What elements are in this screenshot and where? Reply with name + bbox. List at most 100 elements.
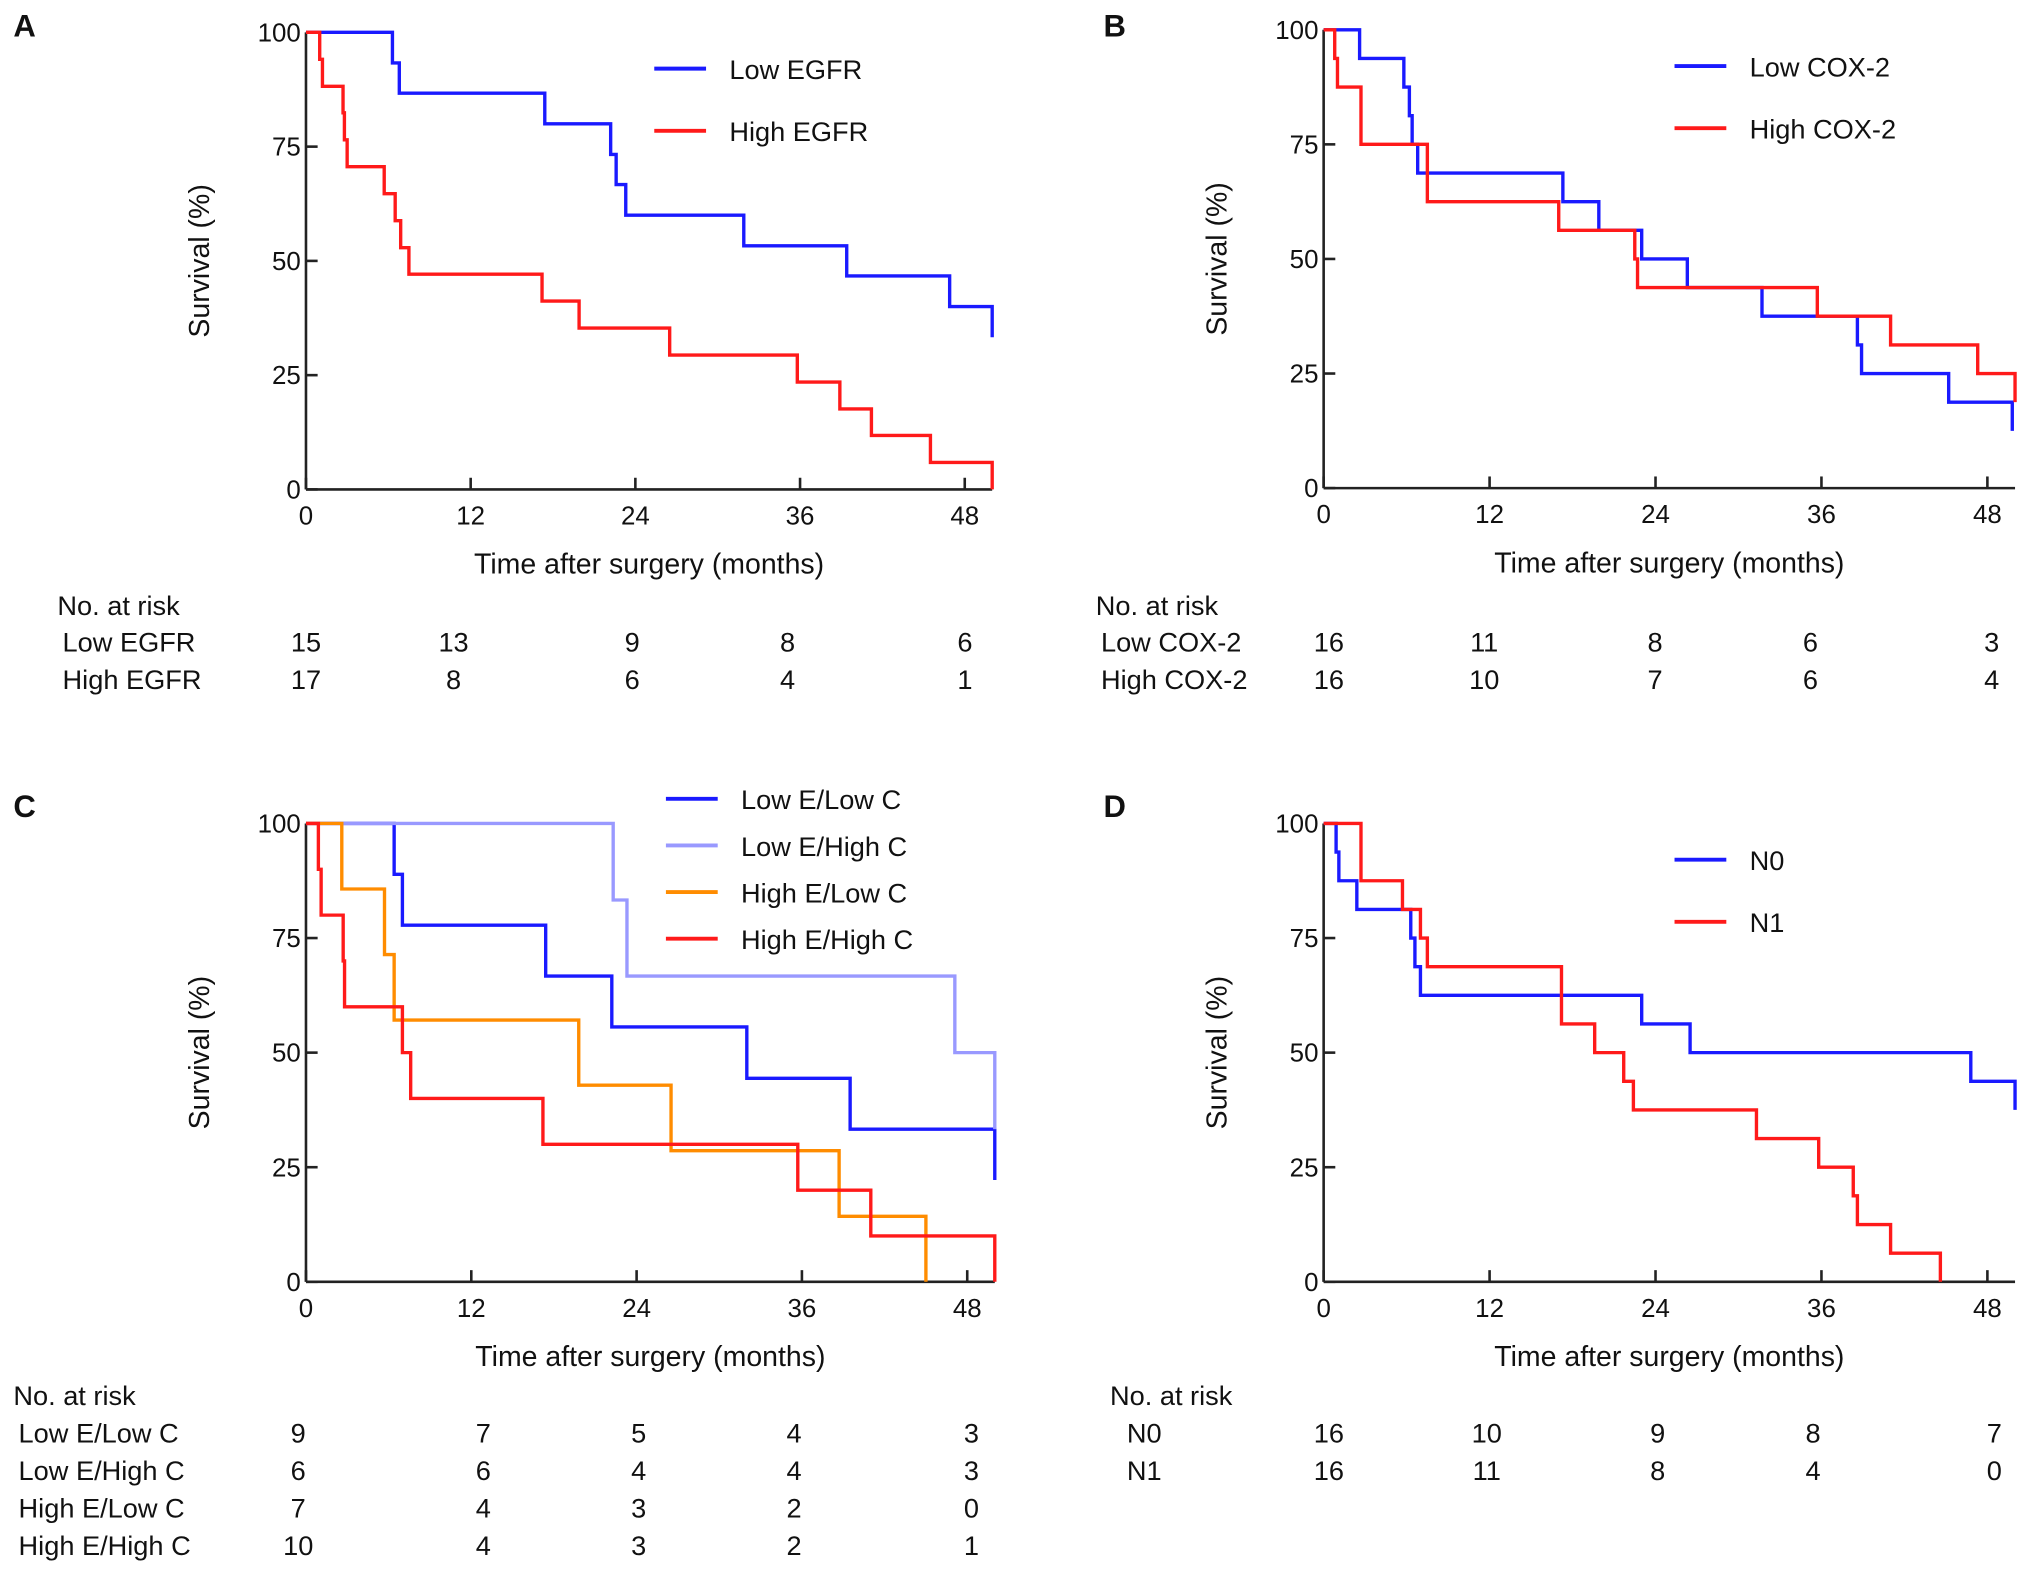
y-axis-title: Survival (%)	[1202, 182, 1234, 335]
y-tick-label: 25	[272, 362, 301, 390]
x-tick-label: 0	[1316, 1295, 1330, 1323]
risk-value: 16	[1314, 1455, 1344, 1486]
legend-label: High COX-2	[1750, 114, 1896, 145]
risk-value: 3	[631, 1530, 646, 1561]
x-tick-label: 48	[950, 502, 979, 530]
risk-value: 16	[1314, 664, 1344, 695]
risk-value: 7	[1648, 664, 1663, 695]
x-tick-label: 24	[1641, 501, 1670, 529]
series-line-low-cox-2	[1323, 28, 2014, 431]
risk-value: 10	[1469, 664, 1499, 695]
series-line-n1	[1323, 821, 1943, 1282]
y-tick-label: 0	[1304, 475, 1318, 503]
y-tick-label: 100	[1275, 811, 1318, 839]
risk-value: 2	[787, 1492, 802, 1523]
y-axis-title: Survival (%)	[184, 184, 216, 337]
series-line-high-egfr	[305, 30, 994, 490]
legend-label: Low COX-2	[1750, 51, 1890, 82]
risk-value: 4	[476, 1492, 491, 1523]
risk-value: 0	[1987, 1455, 2002, 1486]
risk-value: 6	[291, 1455, 306, 1486]
x-tick-label: 48	[1973, 1295, 2002, 1323]
y-tick-label: 25	[1290, 361, 1319, 389]
risk-value: 4	[787, 1417, 802, 1448]
y-tick-label: 75	[1290, 925, 1319, 953]
risk-value: 4	[631, 1455, 646, 1486]
x-axis-title: Time after surgery (months)	[474, 549, 824, 581]
y-tick-label: 50	[272, 248, 301, 276]
y-axis-title: Survival (%)	[184, 976, 216, 1129]
risk-table-title: No. at risk	[1110, 1380, 1233, 1411]
y-tick-label: 50	[272, 1040, 301, 1068]
risk-value: 7	[476, 1417, 491, 1448]
x-tick-label: 0	[299, 502, 313, 530]
risk-row-label: N0	[1127, 1417, 1162, 1448]
x-axis-title: Time after surgery (months)	[1494, 547, 1844, 579]
risk-value: 0	[964, 1492, 979, 1523]
risk-value: 2	[787, 1530, 802, 1561]
legend-label: Low E/Low C	[741, 784, 901, 815]
risk-value: 5	[631, 1417, 646, 1448]
series-line-low-egfr	[305, 30, 994, 338]
panel-label: B	[1104, 8, 1126, 43]
risk-value: 3	[964, 1455, 979, 1486]
y-tick-label: 100	[258, 811, 301, 839]
series-line-high-e-low-c	[305, 821, 928, 1282]
risk-row-label: N1	[1127, 1455, 1162, 1486]
risk-value: 3	[1984, 626, 1999, 657]
x-tick-label: 0	[1316, 501, 1330, 529]
risk-value: 9	[625, 626, 640, 657]
risk-value: 15	[291, 626, 321, 657]
x-tick-label: 12	[1475, 1295, 1504, 1323]
risk-value: 7	[1987, 1417, 2002, 1448]
legend-label: N1	[1750, 907, 1785, 938]
series-line-low-e-low-c	[305, 821, 997, 1181]
series-line-high-cox-2	[1323, 28, 2017, 403]
series-line-n0	[1323, 821, 2017, 1110]
y-tick-label: 50	[1290, 246, 1319, 274]
x-tick-label: 24	[1641, 1295, 1670, 1323]
y-tick-label: 75	[272, 925, 301, 953]
risk-table-title: No. at risk	[1096, 590, 1219, 621]
risk-value: 16	[1314, 1417, 1344, 1448]
y-tick-label: 25	[1290, 1154, 1319, 1182]
risk-value: 7	[291, 1492, 306, 1523]
risk-table-title: No. at risk	[13, 1380, 136, 1411]
x-tick-label: 36	[786, 502, 815, 530]
risk-value: 1	[957, 664, 972, 695]
risk-value: 4	[1806, 1455, 1821, 1486]
risk-value: 6	[625, 664, 640, 695]
risk-value: 11	[1473, 1455, 1501, 1486]
risk-value: 16	[1314, 626, 1344, 657]
risk-row-label: Low COX-2	[1101, 626, 1241, 657]
x-tick-label: 12	[1475, 501, 1504, 529]
x-tick-label: 36	[1807, 1295, 1836, 1323]
risk-value: 6	[476, 1455, 491, 1486]
risk-value: 8	[446, 664, 461, 695]
panel-label: A	[13, 8, 35, 43]
risk-value: 6	[1803, 626, 1818, 657]
risk-value: 10	[283, 1530, 313, 1561]
risk-row-label: High E/Low C	[19, 1492, 185, 1523]
risk-value: 4	[1984, 664, 1999, 695]
risk-row-label: High COX-2	[1101, 664, 1247, 695]
risk-value: 4	[780, 664, 795, 695]
x-tick-label: 12	[456, 502, 485, 530]
y-tick-label: 25	[272, 1154, 301, 1182]
panel-label: D	[1104, 789, 1126, 824]
x-tick-label: 0	[299, 1295, 313, 1323]
risk-row-label: Low E/Low C	[19, 1417, 179, 1448]
risk-value: 1	[964, 1530, 979, 1561]
x-axis-title: Time after surgery (months)	[475, 1341, 825, 1373]
risk-value: 9	[1650, 1417, 1665, 1448]
x-tick-label: 48	[1973, 501, 2002, 529]
risk-value: 8	[1650, 1455, 1665, 1486]
risk-value: 17	[291, 664, 321, 695]
risk-value: 6	[1803, 664, 1818, 695]
risk-value: 6	[957, 626, 972, 657]
y-tick-label: 0	[286, 476, 300, 504]
y-tick-label: 75	[272, 134, 301, 162]
